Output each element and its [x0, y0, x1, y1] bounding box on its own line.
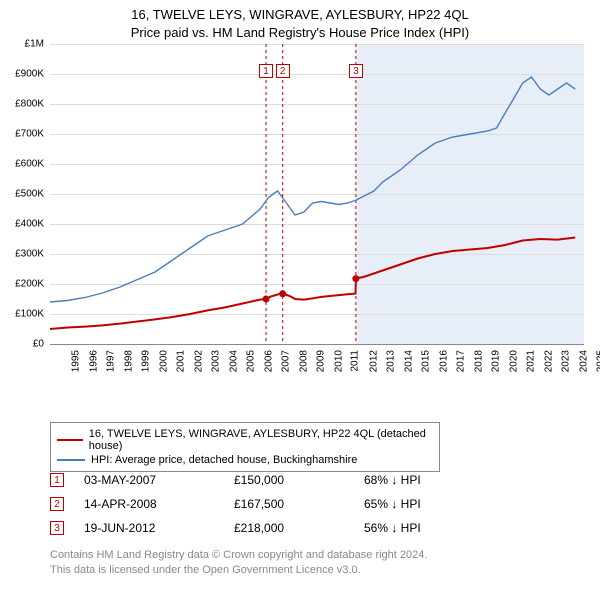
x-axis-label: 2002	[193, 350, 204, 372]
transaction-delta: 56% ↓ HPI	[364, 521, 484, 535]
transaction-delta: 65% ↓ HPI	[364, 497, 484, 511]
title-line-1: 16, TWELVE LEYS, WINGRAVE, AYLESBURY, HP…	[0, 6, 600, 24]
x-axis-label: 2006	[263, 350, 274, 372]
transaction-date: 14-APR-2008	[84, 497, 234, 511]
chart-svg	[0, 44, 594, 354]
legend-label: HPI: Average price, detached house, Buck…	[91, 454, 357, 466]
x-axis-label: 1999	[140, 350, 151, 372]
footer-line-2: This data is licensed under the Open Gov…	[50, 563, 427, 578]
legend-item: HPI: Average price, detached house, Buck…	[57, 453, 433, 467]
x-axis-label: 1997	[105, 350, 116, 372]
y-axis-label: £200K	[0, 279, 44, 290]
x-axis-label: 2004	[228, 350, 239, 372]
x-axis-label: 1995	[70, 350, 81, 372]
x-axis-label: 2012	[368, 350, 379, 372]
legend-swatch	[57, 439, 83, 441]
x-axis-label: 2000	[158, 350, 169, 372]
chart: £0 £100K £200K £300K £400K £500K £600K £700K £80…	[0, 44, 600, 384]
transaction-row: 2 14-APR-2008£167,50065% ↓ HPI	[50, 492, 484, 516]
x-axis-label: 2024	[578, 350, 589, 372]
footer-line-1: Contains HM Land Registry data © Crown c…	[50, 548, 427, 563]
y-axis-label: £0	[0, 339, 44, 350]
transaction-index-box: 2	[50, 497, 64, 511]
x-axis-label: 2018	[473, 350, 484, 372]
event-marker-box: 3	[349, 64, 363, 78]
transaction-index-box: 3	[50, 521, 64, 535]
x-axis-label: 2019	[490, 350, 501, 372]
x-axis-label: 2010	[333, 350, 344, 372]
series-hpi	[50, 77, 575, 302]
chart-title: 16, TWELVE LEYS, WINGRAVE, AYLESBURY, HP…	[0, 0, 600, 41]
y-axis-label: £900K	[0, 69, 44, 80]
y-axis-label: £1M	[0, 39, 44, 50]
transaction-delta: 68% ↓ HPI	[364, 473, 484, 487]
transaction-price: £150,000	[234, 473, 364, 487]
transaction-date: 19-JUN-2012	[84, 521, 234, 535]
transaction-price: £218,000	[234, 521, 364, 535]
legend-swatch	[57, 459, 85, 461]
title-line-2: Price paid vs. HM Land Registry's House …	[0, 24, 600, 42]
x-axis-label: 2016	[438, 350, 449, 372]
x-axis-label: 2025	[595, 350, 600, 372]
x-axis-label: 2009	[315, 350, 326, 372]
transaction-table: 1 03-MAY-2007£150,00068% ↓ HPI 2 14-APR-200…	[50, 468, 484, 540]
x-axis-label: 2007	[280, 350, 291, 372]
y-axis-label: £600K	[0, 159, 44, 170]
x-axis-label: 2013	[385, 350, 396, 372]
legend-label: 16, TWELVE LEYS, WINGRAVE, AYLESBURY, HP…	[89, 428, 433, 452]
y-axis-label: £700K	[0, 129, 44, 140]
x-axis-label: 2022	[543, 350, 554, 372]
x-axis-label: 2020	[508, 350, 519, 372]
x-axis-label: 2005	[245, 350, 256, 372]
y-axis-label: £500K	[0, 189, 44, 200]
x-axis-label: 2021	[525, 350, 536, 372]
x-axis-label: 2008	[298, 350, 309, 372]
transaction-row: 1 03-MAY-2007£150,00068% ↓ HPI	[50, 468, 484, 492]
event-marker-box: 1	[259, 64, 273, 78]
transaction-row: 3 19-JUN-2012£218,00056% ↓ HPI	[50, 516, 484, 540]
data-point-marker	[279, 290, 286, 297]
transaction-index-box: 1	[50, 473, 64, 487]
x-axis-label: 2017	[455, 350, 466, 372]
x-axis-label: 1996	[88, 350, 99, 372]
y-axis-label: £800K	[0, 99, 44, 110]
x-axis-label: 2003	[210, 350, 221, 372]
x-axis-label: 2011	[350, 350, 361, 372]
y-axis-label: £400K	[0, 219, 44, 230]
data-point-marker	[263, 296, 270, 303]
legend: 16, TWELVE LEYS, WINGRAVE, AYLESBURY, HP…	[50, 422, 440, 472]
event-marker-box: 2	[276, 64, 290, 78]
x-axis-label: 2023	[560, 350, 571, 372]
x-axis-label: 2001	[175, 350, 186, 372]
y-axis-label: £100K	[0, 309, 44, 320]
footer-attribution: Contains HM Land Registry data © Crown c…	[50, 548, 427, 578]
legend-item: 16, TWELVE LEYS, WINGRAVE, AYLESBURY, HP…	[57, 427, 433, 453]
x-axis-label: 2014	[403, 350, 414, 372]
transaction-date: 03-MAY-2007	[84, 473, 234, 487]
y-axis-label: £300K	[0, 249, 44, 260]
x-axis-label: 2015	[420, 350, 431, 372]
transaction-price: £167,500	[234, 497, 364, 511]
x-axis-label: 1998	[123, 350, 134, 372]
data-point-marker	[352, 275, 359, 282]
